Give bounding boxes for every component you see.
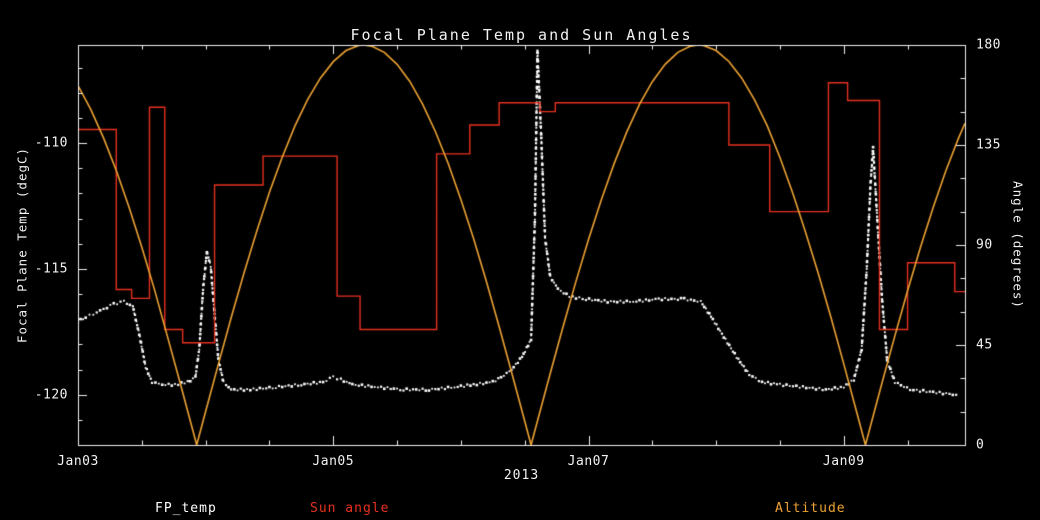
y-right-tick-label: 90 <box>976 237 993 253</box>
x-tick-label: Jan03 <box>57 454 99 469</box>
x-axis-label-year: 2013 <box>503 468 540 483</box>
y-right-tick-label: 0 <box>976 437 985 453</box>
legend-fp-temp: FP_temp <box>155 501 217 516</box>
y-left-tick-label: -120 <box>34 387 68 403</box>
legend-altitude: Altitude <box>775 501 846 516</box>
y-right-tick-label: 45 <box>976 337 993 353</box>
y-axis-label-left: Focal Plane Temp (degC) <box>14 146 30 344</box>
x-tick-label: Jan05 <box>312 454 355 469</box>
y-left-tick-label: -110 <box>34 135 68 151</box>
legend-sun-angle: Sun angle <box>310 501 390 516</box>
y-right-tick-label: 180 <box>976 37 1001 53</box>
x-tick-label: Jan07 <box>567 454 610 469</box>
y-axis-label-right: Angle (degrees) <box>1010 181 1026 309</box>
x-tick-label: Jan09 <box>822 454 865 469</box>
y-left-tick-label: -115 <box>34 261 68 277</box>
chart-title: Focal Plane Temp and Sun Angles <box>350 26 693 44</box>
y-right-tick-label: 135 <box>976 137 1001 153</box>
